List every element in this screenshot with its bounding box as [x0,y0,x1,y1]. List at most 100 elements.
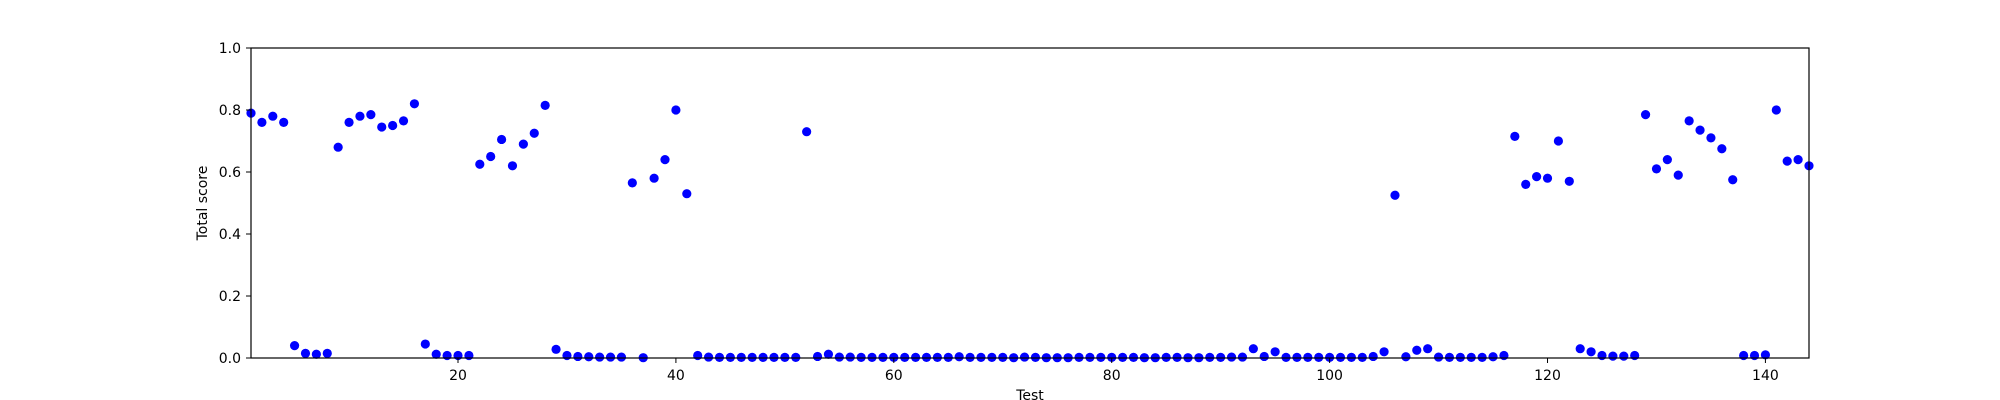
x-tick-label: 60 [885,368,903,384]
data-point [1662,155,1672,165]
data-point [780,352,790,362]
data-point [605,352,616,362]
data-point [867,352,877,362]
data-point [1499,350,1509,361]
y-tick-label: 1.0 [219,41,241,57]
data-point [1782,156,1792,166]
data-point [1532,172,1542,182]
x-axis-label: Test [1015,388,1044,400]
data-point [976,352,986,362]
data-point [1477,352,1487,362]
data-point [1325,352,1335,362]
data-point [1423,344,1433,354]
data-point [1412,345,1422,355]
data-point [747,352,757,362]
data-point [660,155,670,165]
data-point [409,99,420,109]
data-point [1640,110,1651,120]
data-point [1107,352,1117,362]
data-point [1259,351,1269,362]
data-point [322,348,332,358]
data-point [649,173,659,183]
data-point [1379,347,1389,357]
data-point [1608,351,1618,361]
data-point [1749,350,1760,361]
data-point [1401,352,1411,362]
data-point [878,352,888,362]
data-point [943,352,953,362]
data-point [1357,352,1367,362]
data-point [1521,179,1531,189]
x-tick-label: 80 [1103,368,1121,384]
data-point [1466,352,1476,362]
data-point [1314,352,1324,362]
data-point [1542,173,1553,183]
data-point [388,120,398,131]
data-point [1739,350,1749,361]
data-point [812,351,823,362]
y-tick-label: 0.4 [219,227,241,243]
x-tick-label: 140 [1752,368,1779,384]
data-point [1161,352,1171,362]
data-point [1128,352,1139,362]
data-point [1019,352,1030,362]
data-point [1281,352,1291,362]
data-point [366,110,376,120]
data-point [1346,352,1357,362]
data-point [1237,352,1248,362]
data-point [965,352,975,362]
data-point [1586,347,1596,357]
data-point [736,352,746,362]
axes-frame [250,47,1810,359]
data-point [1597,350,1607,361]
x-tick-label: 20 [449,368,467,384]
data-point [1248,344,1258,354]
data-point [333,142,343,152]
data-point [856,352,866,362]
data-point [1074,352,1084,362]
data-point [1368,351,1378,362]
data-point [377,122,387,132]
data-point [1444,352,1455,362]
data-point [529,128,539,138]
x-axis: 20 40 60 80 100 120 140 [449,358,1779,384]
data-point [573,351,583,362]
data-point [1390,190,1400,200]
y-tick-label: 0.0 [219,351,241,367]
data-point [693,350,703,361]
data-point [279,117,289,127]
plot-area [246,99,1814,363]
data-point [1292,352,1302,362]
data-point [1118,352,1128,362]
y-tick-label: 0.8 [219,103,241,119]
data-point [507,161,518,171]
x-tick-label: 120 [1534,368,1561,384]
data-point [769,352,779,362]
data-point [791,352,801,362]
data-point [1553,136,1564,146]
data-point [1717,144,1727,154]
data-point [1706,133,1716,143]
data-point [496,134,507,145]
data-point [595,352,605,362]
data-point [802,127,812,137]
data-point [1335,352,1346,362]
data-point [1205,352,1215,362]
data-point [1760,350,1771,360]
data-point [1303,352,1313,362]
data-point [1226,352,1237,362]
data-point [1771,105,1781,115]
data-point [431,349,441,359]
data-point [1510,131,1520,141]
data-point [540,100,550,110]
y-axis: 0.0 0.2 0.4 0.6 0.8 1.0 [219,41,251,367]
data-point [1793,155,1803,165]
data-point [1030,352,1041,362]
data-point [1172,352,1182,362]
data-point [845,352,855,362]
data-point [584,352,594,362]
data-point [1575,344,1585,354]
data-point [1455,352,1465,362]
data-point [268,111,278,121]
